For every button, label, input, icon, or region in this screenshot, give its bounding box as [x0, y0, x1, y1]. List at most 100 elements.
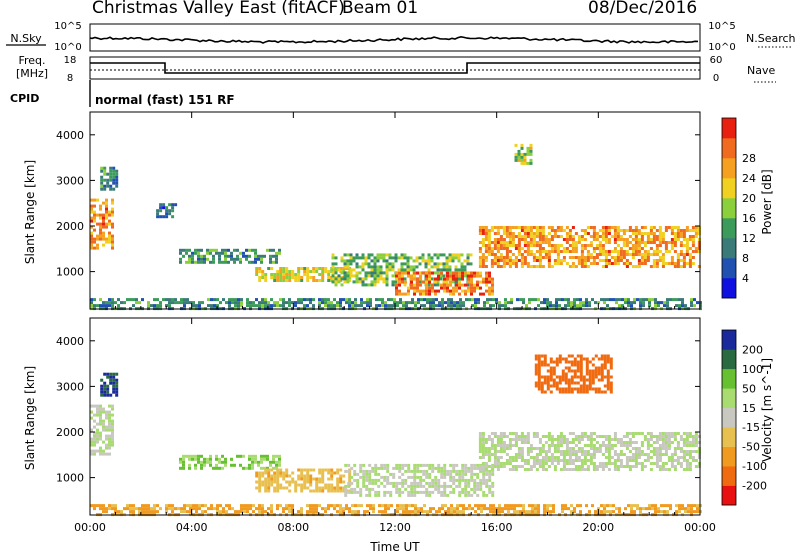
- nsky-tick-top: 10^5: [54, 21, 81, 32]
- colorbar-tick-label: 50: [742, 382, 756, 395]
- velocity-region: [90, 404, 114, 456]
- power-region: [90, 198, 114, 250]
- velocity-colorbar: 200 100 50 15 -15 -50 -100 -200: [721, 329, 767, 506]
- nsky-label: N.Sky: [10, 32, 42, 45]
- power-ylabel: Slant Range [km]: [23, 160, 37, 264]
- colorbar-cell: [722, 349, 736, 370]
- colorbar-cell: [722, 330, 736, 350]
- colorbar-cell: [722, 368, 736, 389]
- velocity-region: [344, 463, 495, 497]
- colorbar-cell: [722, 446, 736, 467]
- nave-label: Nave: [747, 64, 775, 77]
- colorbar-tick-label: -100: [742, 460, 767, 473]
- velocity-region: [90, 504, 702, 517]
- power-data: [90, 143, 702, 311]
- colorbar-cell: [722, 388, 736, 408]
- freq-panel: Freq. [MHz] 18 8 60 0 Nave: [16, 54, 776, 84]
- power-region: [179, 248, 281, 264]
- colorbar-cell: [722, 178, 736, 199]
- power-xticks: [89, 112, 701, 309]
- colorbar-frame: [721, 329, 737, 506]
- velocity-region: [179, 454, 281, 470]
- colorbar-cell: [722, 485, 736, 506]
- colorbar-cell: [722, 238, 736, 259]
- colorbar-tick-label: 200: [742, 343, 763, 356]
- velocity-data: [90, 354, 702, 517]
- freq-label: Freq.: [18, 54, 45, 67]
- velocity-region: [478, 432, 701, 471]
- colorbar-cell: [722, 138, 736, 159]
- x-tick-label: 00:00: [684, 521, 716, 534]
- y-tick-label: 2000: [56, 426, 84, 439]
- colorbar-cell: [722, 466, 736, 486]
- x-tick-label: 16:00: [481, 521, 513, 534]
- freq-trace: [90, 62, 700, 74]
- power-region: [100, 166, 119, 191]
- colorbar-cell: [722, 218, 736, 239]
- nsearch-label: N.Search: [746, 32, 796, 45]
- nsearch-tick-bottom: 10^0: [708, 42, 735, 53]
- velocity-colorbar-label: Velocity [m s^-1]: [760, 358, 774, 462]
- power-yticks: 1000 2000 3000 4000: [56, 129, 700, 279]
- y-tick-label: 3000: [56, 174, 84, 187]
- x-tick-label: 08:00: [277, 521, 309, 534]
- power-region: [514, 143, 533, 165]
- colorbar-cell: [722, 427, 736, 447]
- x-axis-label: Time UT: [369, 540, 420, 554]
- y-tick-label: 4000: [56, 335, 84, 348]
- colorbar-cell: [722, 258, 736, 279]
- nsky-trace: [89, 35, 699, 44]
- velocity-region: [534, 354, 613, 394]
- colorbar-cell: [722, 118, 736, 139]
- nave-tick-top: 60: [710, 55, 723, 66]
- colorbar-tick-label: -200: [742, 480, 767, 493]
- date-label: 08/Dec/2016: [588, 0, 698, 18]
- colorbar-tick-label: 20: [742, 192, 756, 205]
- colorbar-tick-label: -50: [742, 441, 760, 454]
- power-region: [478, 226, 701, 268]
- cpid-row: CPID normal (fast) 151 RF: [10, 80, 235, 107]
- colorbar-cell: [722, 158, 736, 179]
- colorbar-tick-label: 4: [742, 272, 749, 285]
- velocity-region: [255, 468, 352, 493]
- colorbar-cell: [722, 407, 736, 428]
- colorbar-tick-label: -15: [742, 421, 760, 434]
- x-tick-label: 04:00: [176, 521, 208, 534]
- colorbar-tick-label: 24: [742, 172, 756, 185]
- power-panel: 1000 2000 3000 4000 Slant Range [km] 4 8 12 16…: [23, 111, 774, 311]
- power-region: [395, 271, 494, 296]
- y-tick-label: 1000: [56, 266, 84, 279]
- colorbar-frame: [721, 117, 737, 299]
- nsky-tick-bottom: 10^0: [54, 42, 81, 53]
- colorbar-tick-label: 100: [742, 363, 763, 376]
- nsky-panel: N.Sky 10^5 10^0 10^5 10^0 N.Search: [6, 21, 796, 53]
- y-tick-label: 3000: [56, 380, 84, 393]
- velocity-xticks: 00:00 04:00 08:00 12:00 16:00 20:00 00:00: [74, 318, 716, 534]
- colorbar-cell: [722, 278, 736, 299]
- colorbar-tick-label: 15: [742, 402, 756, 415]
- page-title: Christmas Valley East (fitACF): [92, 0, 345, 18]
- colorbar-cell: [722, 198, 736, 219]
- colorbar-tick-label: 16: [742, 212, 756, 225]
- colorbar-tick-label: 12: [742, 232, 756, 245]
- power-colorbar: 4 8 12 16 20 24 28: [721, 117, 756, 299]
- y-tick-label: 4000: [56, 129, 84, 142]
- beam-label: Beam 01: [342, 0, 419, 18]
- y-tick-label: 1000: [56, 472, 84, 485]
- freq-tick-bottom: 8: [67, 73, 73, 84]
- freq-tick-top: 18: [64, 55, 77, 66]
- x-tick-label: 20:00: [582, 521, 614, 534]
- x-tick-label: 00:00: [74, 521, 106, 534]
- power-region: [156, 203, 178, 219]
- nsearch-tick-top: 10^5: [708, 21, 735, 32]
- velocity-yticks: 1000 2000 3000 4000: [56, 335, 700, 485]
- power-region: [90, 298, 702, 311]
- colorbar-tick-label: 8: [742, 252, 749, 265]
- cpid-label: CPID: [10, 92, 39, 105]
- colorbar-tick-label: 28: [742, 152, 756, 165]
- cpid-text: normal (fast) 151 RF: [95, 93, 235, 107]
- velocity-region: [100, 372, 119, 397]
- x-tick-label: 12:00: [379, 521, 411, 534]
- power-colorbar-label: Power [dB]: [760, 169, 774, 234]
